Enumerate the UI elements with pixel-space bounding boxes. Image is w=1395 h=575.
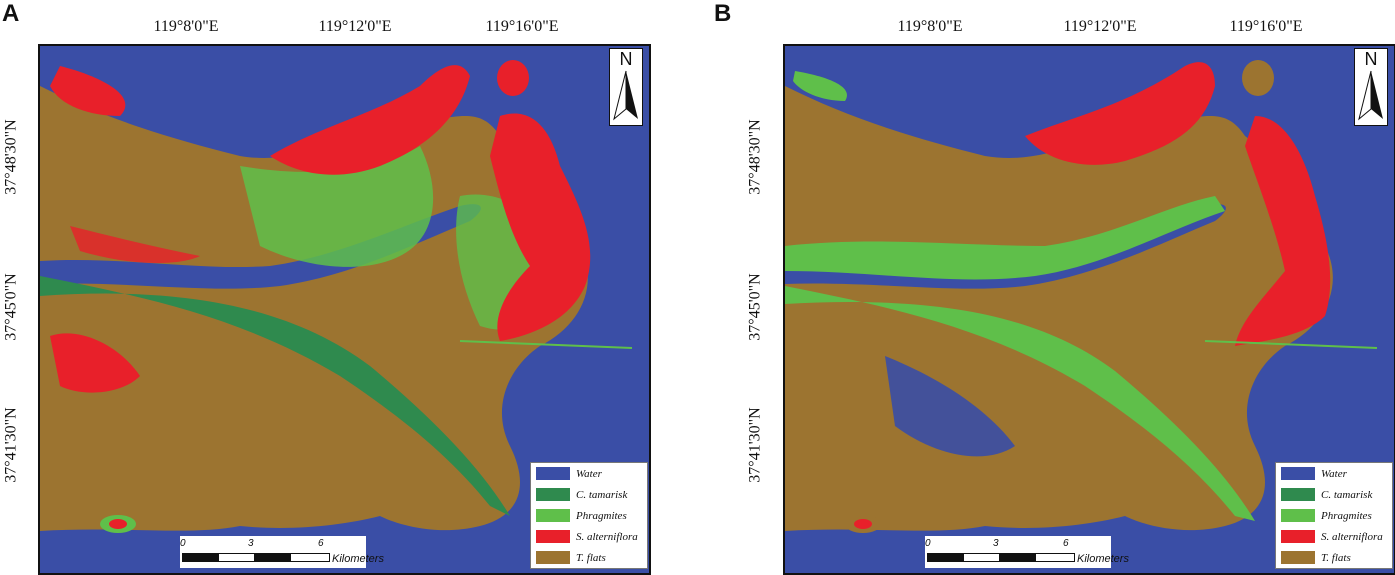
north-label-b: N [1364, 49, 1378, 69]
panel-label-b: B [714, 0, 732, 27]
scale-bar-a: 0 3 6 Kilometers [180, 536, 384, 568]
north-arrow-icon [1358, 70, 1383, 121]
lat-label-2b: 37°45'0"N [746, 273, 764, 341]
scale-tick-3b: 3 [993, 538, 999, 549]
lon-label-1b: 119°8'0"E [897, 18, 963, 35]
map-panel-a: N 0 3 6 Kilometers Water C. tamarisk Phr… [38, 44, 651, 575]
legend-item-tamarisk: C. tamarisk [531, 484, 647, 505]
scale-tick-6b: 6 [1063, 538, 1069, 549]
lon-label-3: 119°16'0"E [485, 18, 559, 35]
north-arrow-b: N [1354, 48, 1388, 126]
scale-tick-0: 0 [180, 538, 186, 549]
legend-item-flats: T. flats [531, 547, 647, 568]
north-arrow-a: N [609, 48, 643, 126]
legend-item-phragmites: Phragmites [531, 505, 647, 526]
scale-tick-6: 6 [318, 538, 324, 549]
lon-label-2b: 119°12'0"E [1063, 18, 1137, 35]
lon-label-2: 119°12'0"E [318, 18, 392, 35]
classification-map-b [785, 46, 1394, 573]
map-panel-b: N 0 3 6 Kilometers Water C. tamarisk Phr… [783, 44, 1395, 575]
legend-item-flats-b: T. flats [1276, 547, 1392, 568]
lat-label-1b: 37°48'30"N [746, 119, 764, 195]
legend-a: Water C. tamarisk Phragmites S. alternif… [530, 462, 648, 569]
scale-unit-b: Kilometers [1077, 553, 1129, 565]
lat-label-3: 37°41'30"N [2, 407, 20, 483]
lat-label-1: 37°48'30"N [2, 119, 20, 195]
panel-label-a: A [2, 0, 20, 27]
lon-label-1: 119°8'0"E [153, 18, 219, 35]
legend-item-alterniflora: S. alterniflora [531, 526, 647, 547]
north-arrow-icon [613, 70, 638, 121]
scale-unit: Kilometers [332, 553, 384, 565]
legend-item-water-b: Water [1276, 463, 1392, 484]
legend-item-tamarisk-b: C. tamarisk [1276, 484, 1392, 505]
legend-item-water: Water [531, 463, 647, 484]
lat-label-2: 37°45'0"N [2, 273, 20, 341]
legend-b: Water C. tamarisk Phragmites S. alternif… [1275, 462, 1393, 569]
scale-bar-b: 0 3 6 Kilometers [925, 536, 1129, 568]
legend-item-alterniflora-b: S. alterniflora [1276, 526, 1392, 547]
north-label: N [619, 49, 633, 69]
scale-tick-3: 3 [248, 538, 254, 549]
legend-item-phragmites-b: Phragmites [1276, 505, 1392, 526]
classification-map-a [40, 46, 649, 573]
scale-tick-0b: 0 [925, 538, 931, 549]
lon-label-3b: 119°16'0"E [1229, 18, 1303, 35]
lat-label-3b: 37°41'30"N [746, 407, 764, 483]
